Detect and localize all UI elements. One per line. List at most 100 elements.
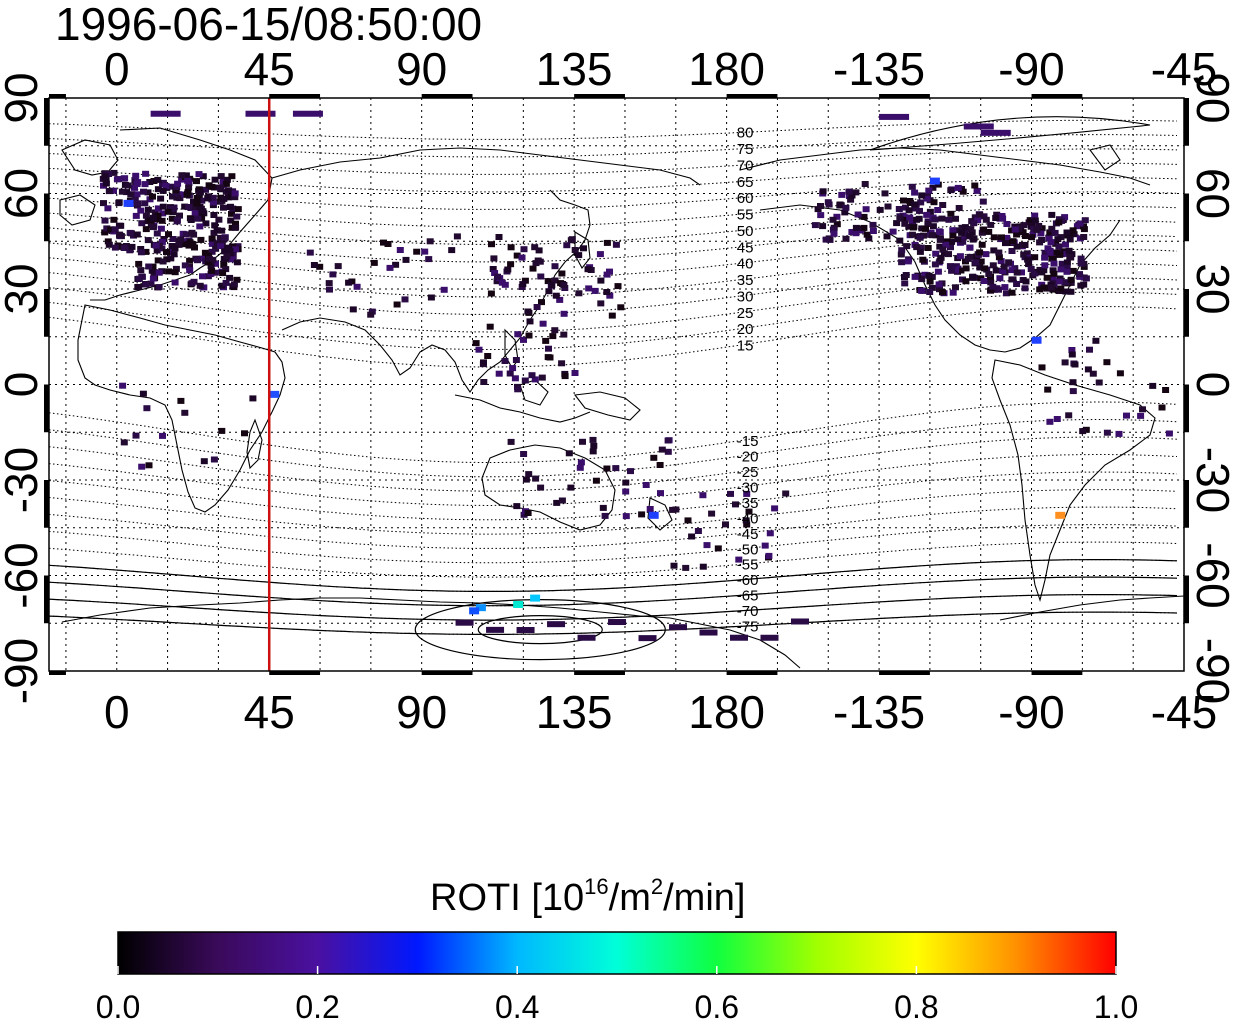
roti-cell — [196, 204, 204, 210]
roti-cell — [918, 192, 926, 199]
roti-cell — [937, 254, 945, 261]
roti-observations — [99, 110, 1173, 642]
roti-cell — [480, 359, 487, 366]
roti-cell — [996, 215, 1004, 222]
mlat-label-south: -40 — [737, 510, 759, 527]
roti-cell — [829, 226, 837, 233]
roti-cell — [949, 232, 957, 239]
roti-cell — [924, 221, 932, 227]
roti-cell — [906, 214, 914, 221]
roti-cell — [169, 209, 177, 215]
roti-cell — [507, 438, 515, 445]
roti-cell — [865, 235, 873, 242]
roti-cell — [901, 220, 909, 227]
roti-cell — [627, 468, 634, 475]
roti-cell — [137, 249, 145, 256]
roti-cell — [1063, 264, 1071, 271]
roti-cell — [209, 199, 217, 206]
roti-cell — [926, 289, 934, 295]
roti-cell — [1013, 281, 1021, 287]
roti-cell — [104, 238, 112, 245]
roti-cell — [735, 556, 743, 563]
roti-cell — [143, 405, 151, 412]
roti-cell — [345, 279, 353, 286]
roti-cell-high — [648, 511, 659, 519]
roti-cell — [638, 511, 646, 518]
roti-cell — [101, 229, 109, 236]
roti-cell — [514, 386, 522, 393]
roti-cell — [186, 264, 193, 270]
roti-cell — [742, 517, 750, 524]
roti-cell — [953, 227, 961, 234]
roti-cell — [232, 246, 240, 253]
roti-cell — [1044, 245, 1052, 252]
roti-cell — [976, 264, 984, 271]
roti-cell — [863, 231, 871, 238]
roti-cell — [544, 278, 552, 285]
roti-cell — [968, 229, 976, 236]
roti-cell — [368, 308, 376, 315]
roti-cell — [150, 178, 158, 184]
roti-cell — [838, 191, 846, 198]
roti-cell — [1082, 426, 1090, 433]
roti-cell — [211, 176, 219, 183]
roti-cell — [963, 123, 994, 130]
roti-cell — [178, 172, 186, 179]
mlat-label-north: 55 — [737, 207, 754, 224]
mlat-label-north: 35 — [737, 272, 754, 289]
roti-cell — [159, 210, 167, 217]
roti-cell — [923, 195, 931, 202]
roti-cell — [884, 203, 892, 210]
roti-cell — [1077, 255, 1085, 262]
roti-cell — [188, 280, 196, 287]
roti-cell — [142, 248, 150, 255]
roti-cell — [144, 206, 152, 213]
mlat-label-south: -45 — [737, 526, 759, 543]
roti-cell — [987, 279, 995, 286]
roti-cell — [155, 269, 163, 276]
roti-cell — [370, 259, 378, 266]
map-frame — [48, 97, 1185, 672]
roti-cell — [132, 212, 140, 219]
roti-cell — [1046, 229, 1054, 236]
roti-cell — [144, 237, 152, 244]
top-lon-tick-label: 180 — [688, 43, 765, 95]
roti-cell — [817, 203, 824, 209]
mlat-label-north: 45 — [737, 239, 754, 256]
roti-cell — [947, 210, 955, 217]
roti-cell — [538, 374, 546, 381]
colorbar-gradient — [117, 931, 1117, 975]
roti-cell — [959, 188, 967, 195]
roti-cell — [384, 241, 392, 247]
roti-cell — [981, 265, 989, 272]
roti-cell — [957, 267, 965, 274]
roti-cell — [131, 196, 139, 203]
roti-cell — [198, 215, 206, 222]
roti-cell — [952, 215, 959, 222]
roti-cell — [903, 243, 911, 250]
roti-cell — [537, 273, 545, 280]
right-lat-tick-label: -90 — [1187, 638, 1239, 704]
roti-cell — [575, 290, 583, 297]
roti-cell — [896, 215, 904, 222]
roti-cell — [1047, 281, 1055, 288]
roti-cell — [930, 199, 938, 206]
roti-cell — [889, 228, 897, 235]
roti-cell — [1031, 212, 1039, 219]
roti-cell — [1013, 243, 1021, 250]
roti-cell — [936, 236, 944, 243]
roti-cell — [978, 229, 986, 236]
mlat-label-south: -15 — [737, 433, 759, 450]
bottom-lon-tick-label: 45 — [244, 686, 295, 738]
roti-cell — [1165, 430, 1173, 437]
roti-cell — [1115, 430, 1123, 437]
roti-cell — [551, 277, 559, 284]
roti-cell — [577, 634, 596, 641]
roti-cell — [171, 245, 179, 252]
roti-cell — [494, 273, 501, 280]
roti-cell — [111, 226, 119, 233]
roti-cell — [1028, 234, 1036, 241]
roti-cell — [165, 268, 173, 275]
roti-cell — [682, 564, 690, 571]
roti-cell — [743, 490, 751, 497]
